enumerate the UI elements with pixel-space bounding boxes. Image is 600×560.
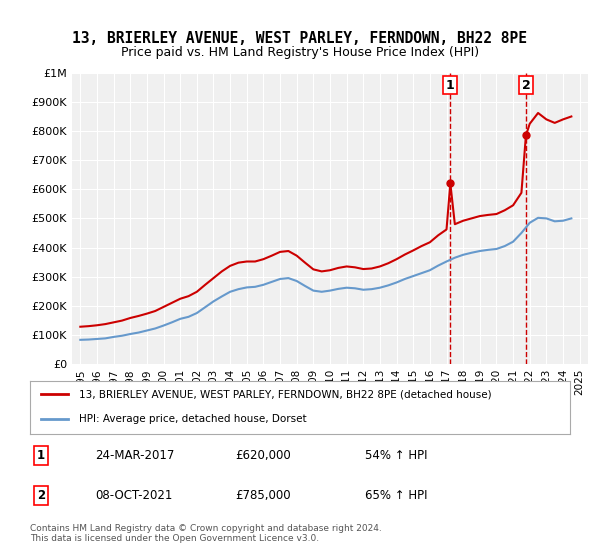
Text: Contains HM Land Registry data © Crown copyright and database right 2024.
This d: Contains HM Land Registry data © Crown c… (30, 524, 382, 543)
Text: 2: 2 (521, 78, 530, 92)
Text: 08-OCT-2021: 08-OCT-2021 (95, 489, 172, 502)
Text: 24-MAR-2017: 24-MAR-2017 (95, 449, 174, 462)
Text: 13, BRIERLEY AVENUE, WEST PARLEY, FERNDOWN, BH22 8PE (detached house): 13, BRIERLEY AVENUE, WEST PARLEY, FERNDO… (79, 389, 491, 399)
Text: Price paid vs. HM Land Registry's House Price Index (HPI): Price paid vs. HM Land Registry's House … (121, 46, 479, 59)
Text: HPI: Average price, detached house, Dorset: HPI: Average price, detached house, Dors… (79, 414, 306, 424)
Text: 2: 2 (37, 489, 45, 502)
Text: 65% ↑ HPI: 65% ↑ HPI (365, 489, 427, 502)
Text: 1: 1 (37, 449, 45, 462)
Text: £785,000: £785,000 (235, 489, 291, 502)
Text: £620,000: £620,000 (235, 449, 291, 462)
Text: 13, BRIERLEY AVENUE, WEST PARLEY, FERNDOWN, BH22 8PE: 13, BRIERLEY AVENUE, WEST PARLEY, FERNDO… (73, 31, 527, 46)
Text: 1: 1 (446, 78, 455, 92)
Text: 54% ↑ HPI: 54% ↑ HPI (365, 449, 427, 462)
